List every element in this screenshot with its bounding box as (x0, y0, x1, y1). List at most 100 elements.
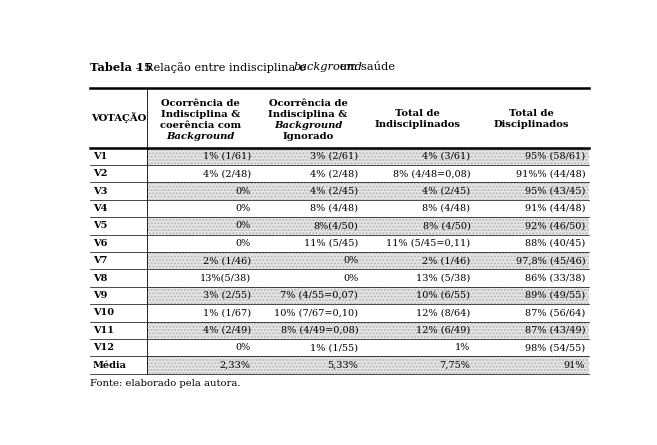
Bar (147, 356, 254, 374)
Bar (254, 287, 362, 304)
Bar (147, 182, 254, 200)
Text: 0%: 0% (236, 204, 251, 213)
Text: 1% (1/55): 1% (1/55) (310, 343, 358, 352)
Text: background: background (294, 62, 362, 72)
Text: 13%(5/38): 13%(5/38) (200, 274, 251, 283)
Text: 7,75%: 7,75% (440, 360, 470, 370)
Text: V6: V6 (93, 239, 107, 248)
Text: 87% (56/64): 87% (56/64) (525, 308, 585, 317)
Bar (362, 148, 474, 165)
Bar (90, 88, 589, 148)
Text: 1% (1/61): 1% (1/61) (203, 152, 251, 161)
Text: Indisciplinados: Indisciplinados (375, 120, 461, 129)
Text: 8% (4/49=0,08): 8% (4/49=0,08) (281, 326, 358, 335)
Text: Média: Média (93, 360, 127, 370)
Text: 3% (2/55): 3% (2/55) (203, 291, 251, 300)
Bar (147, 252, 254, 269)
Bar (90, 165, 147, 182)
Bar (254, 182, 362, 200)
Text: V9: V9 (93, 291, 107, 300)
Text: 8% (4/50): 8% (4/50) (422, 222, 470, 231)
Bar (147, 252, 254, 269)
Text: 13% (5/38): 13% (5/38) (416, 274, 470, 283)
Text: V12: V12 (93, 343, 114, 352)
Bar (147, 287, 254, 304)
Bar (254, 322, 362, 339)
Bar (254, 356, 362, 374)
Bar (147, 269, 589, 287)
Bar (474, 356, 589, 374)
Bar (474, 217, 589, 235)
Bar (362, 148, 474, 165)
Text: 95% (58/61): 95% (58/61) (525, 152, 585, 161)
Text: 11% (5/45): 11% (5/45) (304, 239, 358, 248)
Text: 98% (54/55): 98% (54/55) (525, 343, 585, 352)
Text: Indisciplina &: Indisciplina & (161, 110, 240, 119)
Bar (362, 217, 474, 235)
Bar (474, 182, 589, 200)
Text: Fonte: elaborado pela autora.: Fonte: elaborado pela autora. (90, 379, 240, 388)
Text: 4% (2/45): 4% (2/45) (422, 186, 470, 196)
Bar (147, 322, 254, 339)
Bar (474, 217, 589, 235)
Text: V4: V4 (93, 204, 107, 213)
Bar (90, 304, 147, 322)
Text: 11% (5/45=0,11): 11% (5/45=0,11) (386, 239, 470, 248)
Text: 91% (44/48): 91% (44/48) (525, 204, 585, 213)
Text: 0%: 0% (236, 186, 251, 196)
Text: 12% (6/49): 12% (6/49) (416, 326, 470, 335)
Text: 12% (8/64): 12% (8/64) (416, 308, 470, 317)
Bar (362, 217, 474, 235)
Bar (90, 269, 147, 287)
Bar (147, 322, 254, 339)
Text: VOTAÇÃO: VOTAÇÃO (91, 112, 146, 123)
Text: V8: V8 (93, 274, 107, 283)
Text: V10: V10 (93, 308, 114, 317)
Text: Indisciplina &: Indisciplina & (269, 110, 348, 119)
Bar (90, 252, 147, 269)
Bar (147, 304, 589, 322)
Text: Background: Background (274, 121, 342, 130)
Bar (362, 356, 474, 374)
Text: 2% (1/46): 2% (1/46) (203, 256, 251, 265)
Bar (147, 148, 254, 165)
Text: 2,33%: 2,33% (220, 360, 251, 370)
Bar (362, 252, 474, 269)
Bar (90, 235, 147, 252)
Text: 2% (1/46): 2% (1/46) (422, 256, 470, 265)
Bar (254, 148, 362, 165)
Text: 4% (3/61): 4% (3/61) (422, 152, 470, 161)
Text: em saúde: em saúde (336, 62, 395, 72)
Bar (90, 322, 147, 339)
Text: 89% (49/55): 89% (49/55) (525, 291, 585, 300)
Bar (362, 287, 474, 304)
Text: 8%(4/50): 8%(4/50) (313, 222, 358, 231)
Bar (254, 287, 362, 304)
Text: 10% (7/67=0,10): 10% (7/67=0,10) (274, 308, 358, 317)
Bar (90, 287, 147, 304)
Bar (362, 252, 474, 269)
Text: V11: V11 (93, 326, 114, 335)
Text: Ignorado: Ignorado (283, 132, 334, 141)
Bar (147, 217, 254, 235)
Bar (362, 182, 474, 200)
Bar (90, 339, 147, 356)
Bar (90, 217, 147, 235)
Text: – Relação entre indisciplina e: – Relação entre indisciplina e (131, 62, 309, 73)
Bar (474, 148, 589, 165)
Text: 8% (4/48=0,08): 8% (4/48=0,08) (393, 169, 470, 178)
Bar (254, 217, 362, 235)
Bar (147, 165, 589, 182)
Text: Ocorrência de: Ocorrência de (162, 99, 240, 108)
Text: 0%: 0% (236, 222, 251, 231)
Text: 87% (43/49): 87% (43/49) (525, 326, 585, 335)
Bar (147, 148, 254, 165)
Bar (474, 356, 589, 374)
Text: Background: Background (167, 132, 235, 141)
Text: V2: V2 (93, 169, 107, 178)
Text: 92% (46/50): 92% (46/50) (525, 222, 585, 231)
Bar (254, 148, 362, 165)
Bar (362, 182, 474, 200)
Text: V3: V3 (93, 186, 107, 196)
Text: V5: V5 (93, 222, 107, 231)
